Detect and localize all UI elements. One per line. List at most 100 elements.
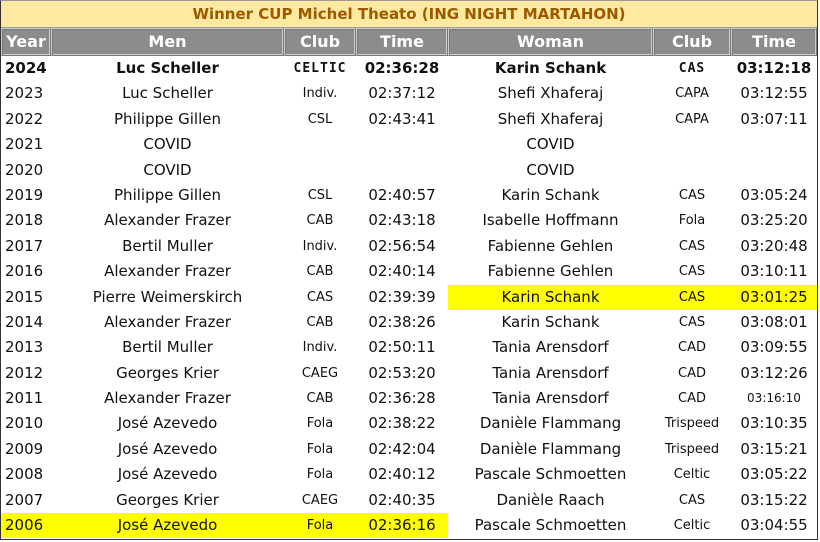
year-cell: 2006 — [1, 513, 51, 539]
year-cell: 2014 — [5, 312, 44, 331]
woman-time-cell: 03:08:01 — [740, 312, 808, 331]
men-time-cell: 02:50:11 — [368, 338, 436, 357]
table-row: 2017 Bertil Muller Indiv. 02:56:54 Fabienne … — [1, 234, 817, 259]
woman-time-cell: 03:05:24 — [740, 185, 808, 204]
woman-club-cell: CAPA — [675, 86, 709, 102]
woman-time-cell: 03:07:11 — [740, 109, 808, 128]
men-time-cell: 02:40:12 — [368, 465, 436, 484]
men-club-cell: CAB — [306, 213, 334, 229]
table-body: 2024 Luc Scheller CELTIC 02:36:28 Karin Scha… — [1, 56, 817, 539]
men-cell: Philippe Gillen — [114, 109, 221, 128]
woman-time-cell: 03:12:26 — [740, 363, 808, 382]
year-cell: 2019 — [5, 185, 44, 204]
woman-time-cell: 03:05:22 — [740, 465, 808, 484]
woman-club-cell: CAD — [678, 340, 706, 356]
header-men: Men — [51, 28, 284, 56]
woman-time-cell: 03:15:22 — [740, 490, 808, 509]
table-row: 2023 Luc Scheller Indiv. 02:37:12 Shefi Xhaf… — [1, 81, 817, 106]
woman-time-cell: 03:10:11 — [740, 262, 808, 281]
woman-club-cell: Celtic — [673, 467, 711, 483]
men-time-cell: 02:36:28 — [368, 389, 436, 408]
woman-cell: COVID — [526, 135, 575, 154]
men-time-cell: 02:43:41 — [368, 109, 436, 128]
men-club-cell — [284, 158, 356, 183]
year-cell: 2009 — [5, 439, 44, 458]
year-cell: 2008 — [5, 465, 44, 484]
woman-time-cell: 03:12:18 — [736, 59, 812, 77]
men-club-cell: Indiv. — [302, 86, 338, 102]
men-cell: José Azevedo — [117, 439, 218, 458]
men-time-cell: 02:42:04 — [368, 439, 436, 458]
woman-time-cell: 03:12:55 — [740, 84, 808, 103]
woman-cell: Karin Schank — [448, 284, 653, 310]
woman-cell: Tania Arensdorf — [492, 363, 609, 382]
men-time-cell: 02:56:54 — [368, 236, 436, 255]
men-club-cell: CAS — [306, 289, 334, 305]
men-club-cell: Fola — [306, 441, 334, 457]
table-row: 2014 Alexander Frazer CAB 02:38:26 Karin Sch… — [1, 310, 817, 335]
woman-cell: Karin Schank — [494, 59, 607, 77]
year-cell: 2011 — [5, 389, 44, 408]
year-cell: 2010 — [5, 414, 44, 433]
year-cell: 2007 — [5, 490, 44, 509]
men-club-cell: Indiv. — [302, 340, 338, 356]
woman-cell: Danièle Raach — [496, 490, 605, 509]
woman-cell: Isabelle Hoffmann — [482, 211, 619, 230]
woman-club-cell: CAS — [678, 61, 706, 76]
year-cell: 2023 — [5, 84, 44, 103]
woman-cell: Fabienne Gehlen — [487, 236, 614, 255]
table-row: 2018 Alexander Frazer CAB 02:43:18 Isabelle … — [1, 208, 817, 233]
men-cell: José Azevedo — [117, 465, 218, 484]
woman-time-cell — [731, 158, 817, 183]
woman-time-cell: 03:16:10 — [747, 391, 801, 406]
woman-club-cell: Trispeed — [664, 441, 720, 457]
men-club-cell: CSL — [307, 187, 333, 203]
woman-club-cell: CAD — [678, 391, 706, 407]
woman-time-cell: 03:04:55 — [740, 516, 808, 535]
table-row: 2007 Georges Krier CAEG 02:40:35 Danièle Raa… — [1, 488, 817, 513]
woman-cell: Tania Arensdorf — [492, 389, 609, 408]
woman-club-cell: CAS — [678, 187, 706, 203]
men-club-cell: Fola — [306, 416, 334, 432]
year-cell: 2020 — [5, 160, 44, 179]
men-cell: Philippe Gillen — [114, 185, 221, 204]
men-time-cell — [356, 132, 448, 157]
men-club-cell: Indiv. — [302, 238, 338, 254]
woman-time-cell: 03:25:20 — [740, 211, 808, 230]
table-row: 2015 Pierre Weimerskirch CAS 02:39:39 Karin … — [1, 284, 817, 310]
table-row: 2024 Luc Scheller CELTIC 02:36:28 Karin Scha… — [1, 56, 817, 81]
woman-club-cell: CAS — [678, 264, 706, 280]
woman-club-cell — [653, 132, 731, 157]
table-row: 2008 José Azevedo Fola 02:40:12 Pascale Schm… — [1, 462, 817, 487]
header-woman-time: Time — [731, 28, 817, 56]
men-time-cell: 02:36:28 — [364, 59, 440, 77]
men-club-cell: CSL — [307, 111, 333, 127]
men-time-cell — [356, 158, 448, 183]
men-time-cell: 02:36:16 — [356, 513, 448, 539]
year-cell: 2017 — [5, 236, 44, 255]
header-woman-club: Club — [653, 28, 731, 56]
men-club-cell: CAEG — [301, 365, 339, 381]
men-cell: José Azevedo — [117, 414, 218, 433]
men-cell: Alexander Frazer — [104, 211, 231, 230]
men-time-cell: 02:39:39 — [368, 287, 436, 306]
woman-cell: COVID — [526, 160, 575, 179]
table-row: 2010 José Azevedo Fola 02:38:22 Danièle Flam… — [1, 411, 817, 436]
year-cell: 2021 — [5, 135, 44, 154]
header-row: Year Men Club Time Woman Club Time — [1, 28, 817, 56]
men-cell: Bertil Muller — [122, 236, 213, 255]
men-club-cell: Fola — [306, 467, 334, 483]
woman-cell: Danièle Flammang — [479, 414, 622, 433]
men-cell: COVID — [143, 160, 192, 179]
woman-cell: Karin Schank — [501, 312, 600, 331]
woman-cell: Tania Arensdorf — [492, 338, 609, 357]
year-cell: 2016 — [5, 262, 44, 281]
men-time-cell: 02:40:35 — [368, 490, 436, 509]
woman-club-cell: CAS — [678, 492, 706, 508]
header-men-time: Time — [356, 28, 448, 56]
table-row: 2016 Alexander Frazer CAB 02:40:14 Fabienne … — [1, 259, 817, 284]
table-row: 2013 Bertil Muller Indiv. 02:50:11 Tania Are… — [1, 335, 817, 360]
table-row: 2011 Alexander Frazer CAB 02:36:28 Tania Are… — [1, 386, 817, 411]
woman-cell: Karin Schank — [501, 185, 600, 204]
